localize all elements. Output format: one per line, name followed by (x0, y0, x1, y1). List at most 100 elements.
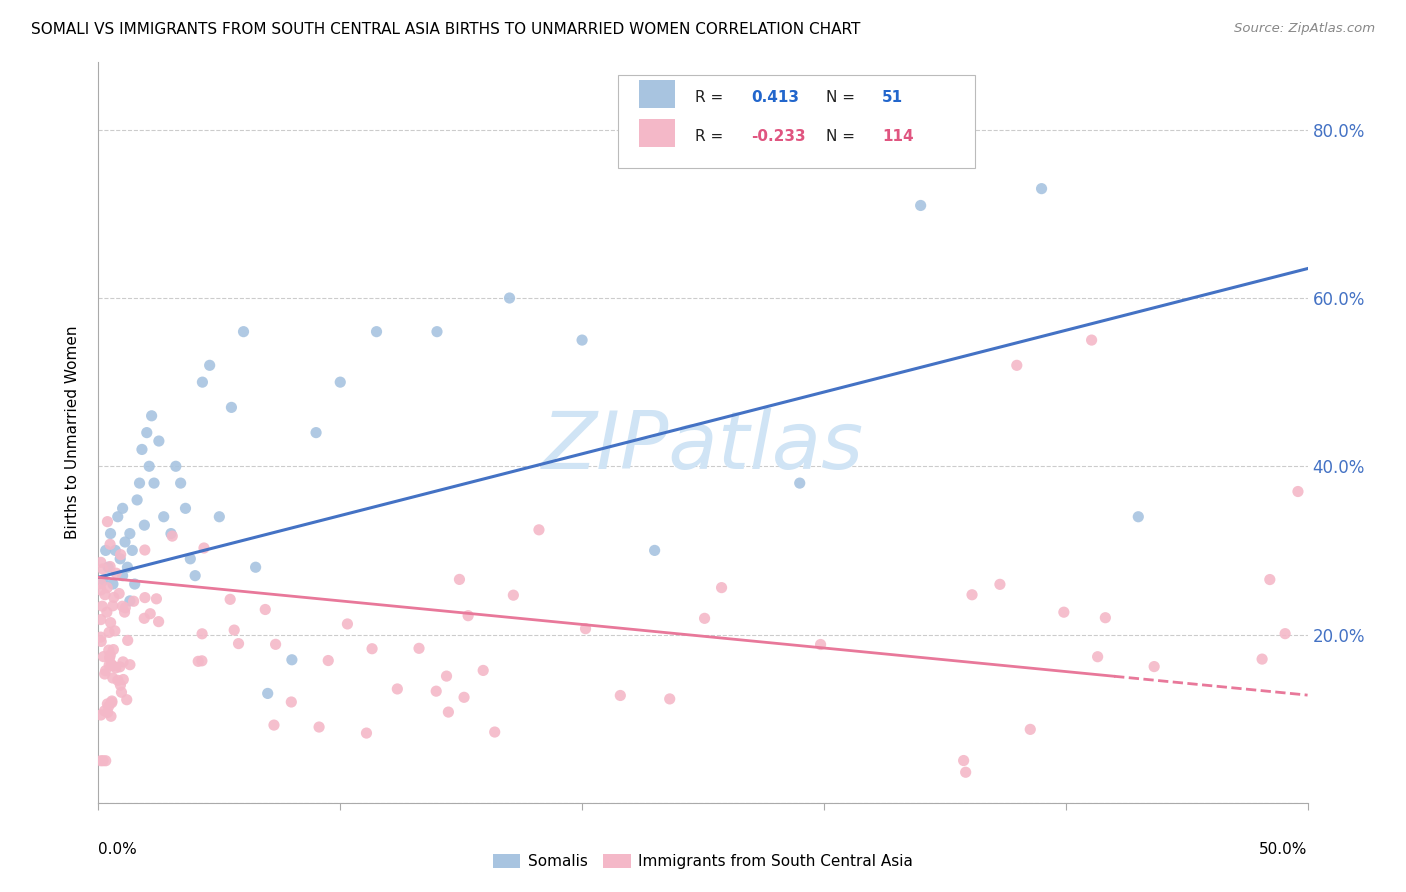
Point (191, 654, 214, 668)
Point (256, 686, 278, 700)
FancyBboxPatch shape (619, 75, 976, 168)
Point (219, 592, 242, 607)
Text: 51: 51 (882, 90, 903, 105)
Point (108, 586, 131, 600)
Point (93, 667, 115, 681)
Text: 114: 114 (882, 129, 914, 144)
Point (574, 622, 596, 636)
Point (1019, 723, 1042, 737)
Point (152, 509, 174, 524)
Point (138, 459, 160, 474)
Point (571, 333, 593, 347)
Point (98, 559, 121, 574)
Point (103, 591, 125, 605)
Point (141, 409, 163, 423)
Point (117, 560, 139, 574)
Point (228, 637, 250, 651)
Point (118, 657, 141, 672)
Point (910, 198, 932, 212)
Point (336, 616, 359, 631)
Point (104, 661, 127, 675)
Point (115, 692, 138, 706)
Point (162, 529, 184, 543)
Point (264, 637, 287, 651)
Point (305, 425, 328, 440)
Text: Source: ZipAtlas.com: Source: ZipAtlas.com (1234, 22, 1375, 36)
Bar (638, 119, 675, 147)
Point (94, 543, 117, 558)
Point (281, 653, 304, 667)
Point (191, 627, 214, 641)
Point (104, 543, 127, 558)
Point (90, 582, 112, 597)
Point (101, 696, 124, 710)
Point (117, 633, 139, 648)
Point (94, 754, 117, 768)
Point (100, 615, 122, 630)
Point (91, 754, 114, 768)
Point (103, 642, 125, 657)
Point (104, 624, 127, 638)
Point (114, 605, 136, 619)
Point (111, 655, 134, 669)
Point (97, 706, 120, 720)
Point (118, 594, 141, 608)
Point (208, 509, 231, 524)
Point (280, 695, 302, 709)
Point (110, 548, 132, 562)
Point (96, 605, 118, 619)
Point (187, 654, 209, 668)
Point (124, 577, 146, 591)
Point (1128, 509, 1150, 524)
Point (94, 588, 117, 602)
Point (169, 476, 191, 491)
Point (658, 692, 681, 706)
Point (184, 568, 207, 582)
Point (502, 588, 524, 602)
Point (1080, 333, 1102, 347)
Point (101, 577, 124, 591)
Point (710, 581, 733, 595)
Point (139, 607, 162, 621)
Point (96, 581, 118, 595)
Point (457, 608, 479, 623)
Point (425, 684, 447, 698)
Point (356, 726, 378, 740)
Point (810, 638, 832, 652)
Point (644, 543, 666, 558)
Point (94, 664, 117, 678)
Point (90, 708, 112, 723)
Point (693, 611, 716, 625)
Point (112, 673, 135, 687)
Point (101, 599, 124, 613)
Point (426, 325, 449, 339)
Point (1143, 659, 1166, 673)
Point (98, 625, 121, 640)
Text: 0.0%: 0.0% (98, 842, 138, 856)
Point (98, 651, 121, 665)
Point (160, 526, 183, 541)
Point (174, 501, 197, 516)
Point (254, 602, 277, 616)
Point (100, 526, 122, 541)
Bar (638, 80, 675, 108)
Legend: Somalis, Immigrants from South Central Asia: Somalis, Immigrants from South Central A… (486, 848, 920, 875)
Point (143, 476, 166, 491)
Point (101, 671, 124, 685)
Text: N =: N = (827, 129, 860, 144)
Point (960, 588, 983, 602)
Point (96, 515, 118, 529)
Point (1087, 649, 1109, 664)
Text: R =: R = (695, 90, 728, 105)
Point (90, 630, 112, 644)
Point (114, 600, 136, 615)
Point (90, 576, 112, 591)
Point (366, 325, 388, 339)
Point (97, 643, 120, 657)
Y-axis label: Births to Unmarried Women: Births to Unmarried Women (65, 326, 80, 540)
Point (134, 611, 156, 625)
Point (527, 523, 550, 537)
Point (134, 543, 156, 558)
Point (1005, 359, 1028, 373)
Point (135, 425, 157, 440)
